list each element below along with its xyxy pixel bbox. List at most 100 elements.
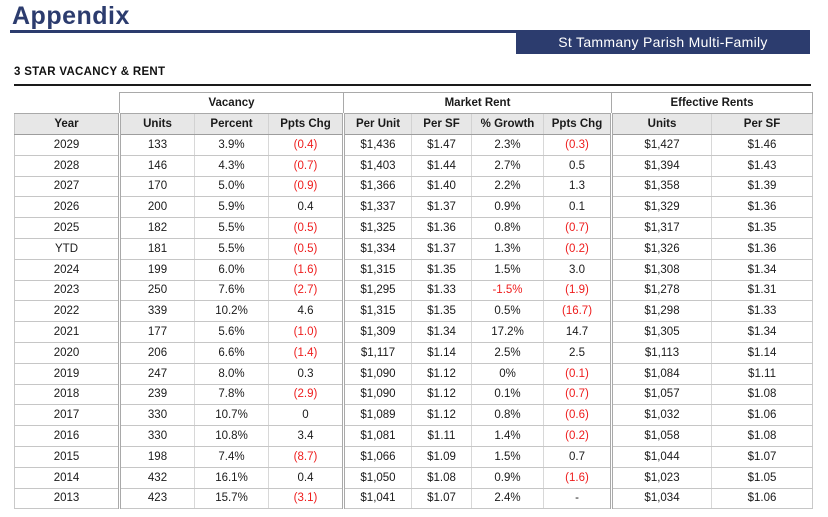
table-cell: 1.4%	[471, 425, 544, 447]
table-cell: $1,394	[610, 155, 712, 177]
table-cell: (2.7)	[268, 280, 344, 302]
table-cell: 10.2%	[194, 300, 269, 323]
table-row: 2019 247 8.0% 0.3 $1,090 $1.12 0% (0.1) $1,084 $1…	[14, 363, 814, 385]
table-cell: 199	[118, 259, 195, 281]
table-cell: (0.3)	[542, 134, 612, 156]
table-cell: 3.4	[268, 425, 344, 447]
year-cell: 2029	[14, 134, 120, 156]
table-cell: 1.3%	[471, 238, 544, 260]
column-header: Ppts Chg	[542, 113, 612, 135]
table-cell: (0.5)	[268, 238, 344, 260]
table-row: 2021 177 5.6% (1.0) $1,309 $1.34 17.2% 14.7 $1,3…	[14, 321, 814, 343]
table-cell: $1,023	[610, 467, 712, 489]
table-cell: (1.4)	[268, 342, 344, 364]
table-cell: $1.43	[711, 155, 814, 177]
table-cell: (1.6)	[542, 467, 612, 489]
column-header: Percent	[194, 113, 269, 135]
table-cell: 0.3	[268, 363, 344, 385]
table-cell: $1.35	[411, 300, 472, 323]
table-cell: $1,315	[342, 300, 412, 323]
table-cell: $1.36	[711, 238, 814, 260]
table-cell: 0.4	[268, 196, 344, 219]
table-cell: 0.1	[542, 196, 612, 219]
table-cell: 5.5%	[194, 238, 269, 260]
column-header: Year	[14, 113, 120, 135]
table-cell: (16.7)	[542, 300, 612, 323]
table-cell: 146	[118, 155, 195, 177]
table-cell: 10.8%	[194, 425, 269, 447]
table-cell: $1,090	[342, 363, 412, 385]
table-cell: 1.3	[542, 176, 612, 198]
table-cell: $1.46	[711, 134, 814, 156]
table-cell: 206	[118, 342, 195, 364]
table-cell: $1.06	[711, 488, 814, 510]
table-cell: 0.8%	[471, 217, 544, 239]
column-header: Per SF	[411, 113, 472, 135]
year-cell: 2017	[14, 404, 120, 427]
table-cell: (0.1)	[542, 363, 612, 385]
table-cell: $1,315	[342, 259, 412, 281]
table-cell: $1.07	[711, 446, 814, 468]
table-cell: $1,334	[342, 238, 412, 260]
table-cell: 133	[118, 134, 195, 156]
table-cell: 432	[118, 467, 195, 489]
table-cell: $1,337	[342, 196, 412, 219]
vacancy-rent-table: Vacancy Market Rent Effective Rents Year Uni…	[14, 92, 814, 510]
table-cell: $1,358	[610, 176, 712, 198]
table-row: 2027 170 5.0% (0.9) $1,366 $1.40 2.2% 1.3 $1,358…	[14, 176, 814, 198]
table-cell: $1,034	[610, 488, 712, 510]
table-cell: $1.12	[411, 404, 472, 427]
table-row: 2016 330 10.8% 3.4 $1,081 $1.11 1.4% (0.2) $1,05…	[14, 425, 814, 447]
table-cell: 5.9%	[194, 196, 269, 219]
table-cell: $1.06	[711, 404, 814, 427]
column-header: % Growth	[471, 113, 544, 135]
group-header: Market Rent	[342, 92, 613, 114]
table-cell: $1.36	[711, 196, 814, 219]
table-cell: $1,084	[610, 363, 712, 385]
table-cell: 2.7%	[471, 155, 544, 177]
table-cell: 5.0%	[194, 176, 269, 198]
table-body: 2029 133 3.9% (0.4) $1,436 $1.47 2.3% (0.3) $1,4…	[14, 134, 814, 510]
table-cell: 0.4	[268, 467, 344, 489]
year-cell: 2016	[14, 425, 120, 447]
table-cell: $1.09	[411, 446, 472, 468]
table-row: 2024 199 6.0% (1.6) $1,315 $1.35 1.5% 3.0 $1,308…	[14, 259, 814, 281]
column-header: Units	[118, 113, 195, 135]
table-cell: $1,427	[610, 134, 712, 156]
column-header-row: Year Units Percent Ppts Chg Per Unit Per SF% …	[14, 113, 814, 135]
table-cell: $1.07	[411, 488, 472, 510]
table-row: 2022 339 10.2% 4.6 $1,315 $1.35 0.5% (16.7) $1,2…	[14, 300, 814, 323]
table-cell: 200	[118, 196, 195, 219]
table-cell: 0.1%	[471, 384, 544, 406]
group-header-row: Vacancy Market Rent Effective Rents	[14, 92, 814, 114]
table-cell: 4.6	[268, 300, 344, 323]
table-cell: $1,044	[610, 446, 712, 468]
table-cell: (0.2)	[542, 238, 612, 260]
table-cell: 339	[118, 300, 195, 323]
table-cell: $1.40	[411, 176, 472, 198]
table-cell: 198	[118, 446, 195, 468]
year-cell: 2026	[14, 196, 120, 219]
table-cell: $1.34	[711, 259, 814, 281]
table-row: 2029 133 3.9% (0.4) $1,436 $1.47 2.3% (0.3) $1,4…	[14, 134, 814, 156]
table-cell: 2.4%	[471, 488, 544, 510]
year-cell: 2028	[14, 155, 120, 177]
table-cell: $1.36	[411, 217, 472, 239]
table-cell: 4.3%	[194, 155, 269, 177]
table-cell: (1.0)	[268, 321, 344, 343]
table-cell: $1,081	[342, 425, 412, 447]
table-cell: 5.6%	[194, 321, 269, 343]
page-title: Appendix	[12, 2, 130, 30]
table-cell: (0.6)	[542, 404, 612, 427]
year-cell: 2024	[14, 259, 120, 281]
table-cell: $1.39	[711, 176, 814, 198]
year-cell: 2022	[14, 300, 120, 323]
table-cell: (0.7)	[542, 217, 612, 239]
table-cell: 8.0%	[194, 363, 269, 385]
table-cell: $1,057	[610, 384, 712, 406]
table-cell: $1,403	[342, 155, 412, 177]
table-cell: $1,298	[610, 300, 712, 323]
table-cell: (1.6)	[268, 259, 344, 281]
table-cell: $1,436	[342, 134, 412, 156]
column-header: Units	[610, 113, 712, 135]
